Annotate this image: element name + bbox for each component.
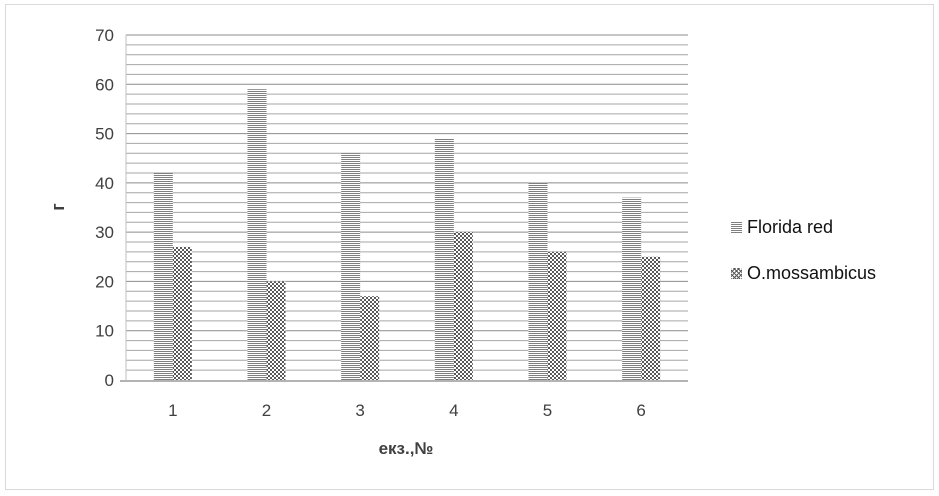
legend: Florida red O.mossambicus <box>731 214 876 306</box>
x-tick-label: 6 <box>636 401 645 420</box>
x-tick-label: 1 <box>168 401 177 420</box>
chart-frame: 0 10 20 30 40 50 60 70 1 2 3 4 5 6 г екз.,№ <box>5 4 934 490</box>
y-tick-label: 70 <box>95 26 114 45</box>
y-tick-labels: 0 10 20 30 40 50 60 70 <box>95 26 114 390</box>
legend-label-florida-red: Florida red <box>747 216 834 237</box>
x-tick-label: 2 <box>262 401 271 420</box>
bar-florida-red-6 <box>622 197 642 380</box>
legend-item-o-mossambicus: O.mossambicus <box>731 260 876 286</box>
bar-o-mossambicus-6 <box>641 256 661 380</box>
y-tick-label: 0 <box>105 371 114 390</box>
x-tick-labels: 1 2 3 4 5 6 <box>168 401 646 420</box>
y-tick-label: 60 <box>95 75 114 94</box>
x-tick-label: 4 <box>449 401 458 420</box>
bar-o-mossambicus-2 <box>266 281 286 380</box>
x-tick-label: 3 <box>355 401 364 420</box>
x-axis-title: екз.,№ <box>379 439 434 458</box>
bar-florida-red-5 <box>528 182 548 380</box>
y-axis-title: г <box>48 203 68 211</box>
bar-chart: 0 10 20 30 40 50 60 70 1 2 3 4 5 6 г екз.,№ <box>48 26 688 458</box>
axes <box>120 35 688 382</box>
bar-o-mossambicus-5 <box>547 251 567 380</box>
bar-o-mossambicus-1 <box>172 246 192 380</box>
legend-label-o-mossambicus: O.mossambicus <box>747 262 877 283</box>
bar-o-mossambicus-3 <box>360 296 380 380</box>
y-tick-label: 50 <box>95 125 114 144</box>
bar-florida-red-3 <box>341 153 361 380</box>
legend-swatch-o-mossambicus <box>731 267 742 279</box>
bars <box>153 89 661 380</box>
legend-item-florida-red: Florida red <box>731 214 876 240</box>
bar-florida-red-1 <box>153 173 173 380</box>
x-tick-label: 5 <box>543 401 552 420</box>
legend-swatch-florida-red <box>731 221 742 233</box>
y-tick-label: 30 <box>95 223 114 242</box>
y-tick-label: 20 <box>95 272 114 291</box>
y-tick-label: 40 <box>95 174 114 193</box>
bar-o-mossambicus-4 <box>453 232 473 380</box>
y-tick-label: 10 <box>95 322 114 341</box>
gridlines <box>126 34 688 371</box>
bar-florida-red-2 <box>247 89 267 380</box>
bar-florida-red-4 <box>434 138 454 380</box>
